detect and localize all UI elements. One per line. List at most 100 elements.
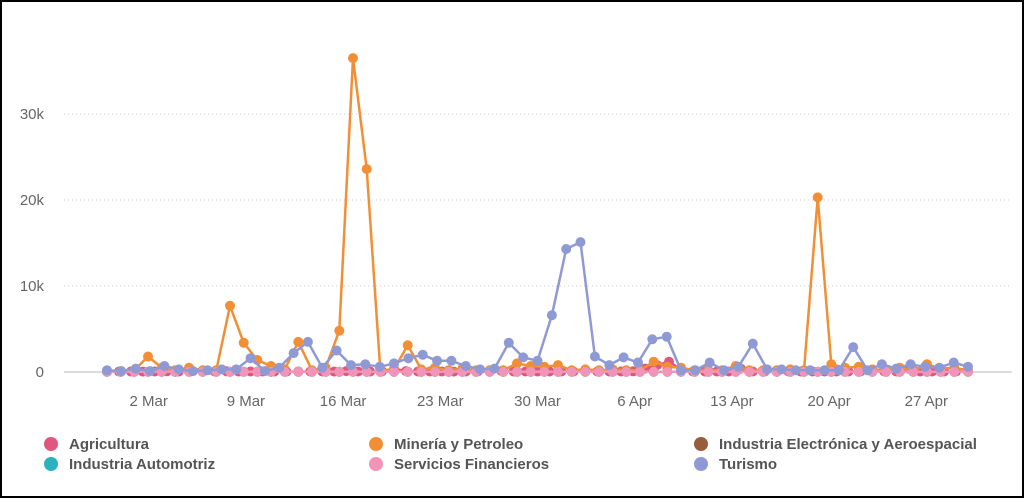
data-point [819,365,830,376]
data-point [417,349,428,360]
data-point [518,352,529,363]
series-turismo [102,237,973,377]
series-line [107,56,969,373]
data-point [703,366,714,377]
legend-label: Turismo [719,455,778,473]
axis-labels: 0 10k 20k 30k 2 Mar 9 Mar 16 Mar 23 Mar 30 Mar 6 … [20,106,948,410]
data-point [216,364,227,375]
data-point [747,338,758,349]
data-point [790,365,801,376]
data-point [621,366,632,377]
data-point [676,365,686,376]
legend-item[interactable]: Industria Electrónica y Aeroespacial [694,434,977,454]
data-point [245,353,256,364]
data-point [575,237,586,248]
data-point [812,192,823,203]
data-point [905,359,916,370]
legend-item[interactable]: Turismo [694,454,777,474]
data-point [293,366,304,377]
data-point [432,355,443,366]
legend-item[interactable]: Agricultura [44,434,149,454]
data-point [561,244,572,254]
data-point [274,362,285,373]
data-point [635,366,645,377]
data-point [475,364,486,375]
x-tick-label: 30 Mar [514,393,561,410]
x-tick-label: 6 Apr [617,393,652,410]
data-point [293,336,304,347]
data-point [594,366,604,377]
series-miner-a-y-petroleo [102,53,973,377]
data-point [539,366,550,377]
legend-item[interactable]: Servicios Financieros [369,454,549,474]
data-point [360,359,371,370]
data-point [348,53,358,64]
legend-label: Servicios Financieros [394,455,550,473]
y-tick-label: 20k [20,192,45,209]
data-point [776,364,787,375]
data-point [690,365,701,376]
data-point [525,366,536,377]
data-point [805,365,816,376]
data-point [648,366,659,377]
data-point [662,366,673,377]
data-point [848,342,859,353]
legend-label: Industria Electrónica y Aeroespacial [719,435,977,453]
data-point [446,355,457,366]
y-tick-label: 30k [20,106,45,123]
data-point [361,164,372,174]
data-point [826,359,837,370]
data-point [948,357,959,368]
data-point [443,366,454,377]
x-tick-label: 13 Apr [710,393,753,410]
legend-label: Agricultura [69,435,150,453]
data-point [833,365,844,376]
legend-marker [369,457,383,471]
data-point [546,310,557,321]
line-chart: 0 10k 20k 30k 2 Mar 9 Mar 16 Mar 23 Mar 30 Mar 6 … [20,53,1012,410]
x-tick-label: 20 Apr [807,393,850,410]
data-point [173,364,184,375]
data-point [647,334,658,345]
data-point [346,360,356,371]
data-point [891,363,902,374]
data-point [580,366,591,377]
data-point [231,364,242,375]
data-point [589,351,600,362]
data-point [618,352,629,363]
legend-item[interactable]: Minería y Petroleo [369,434,523,454]
legend-item[interactable]: Industria Automotriz [44,454,215,474]
data-point [188,366,199,377]
data-point [374,361,385,372]
data-point [512,366,522,377]
data-point [908,366,919,377]
data-point [145,366,156,377]
legend-label: Industria Automotriz [69,455,216,473]
data-point [159,361,170,371]
data-point [252,366,263,377]
data-point [225,300,235,311]
y-tick-label: 10k [20,278,45,295]
data-point [704,357,715,368]
data-point [143,351,153,362]
data-point [934,362,945,373]
x-tick-label: 27 Apr [905,393,948,410]
data-point [512,358,522,369]
data-point [202,365,213,376]
data-point [302,336,313,347]
data-point [102,365,112,376]
data-point [238,366,249,377]
data-point [733,361,744,372]
data-point [288,348,299,359]
data-point [719,365,730,376]
data-point [566,366,577,377]
data-point [130,363,141,374]
x-tick-label: 9 Mar [227,393,265,410]
data-point [460,361,471,371]
x-tick-label: 2 Mar [129,393,167,410]
legend-marker [369,437,383,451]
data-point [331,345,342,356]
legend-label: Minería y Petroleo [394,435,524,453]
data-point [881,366,891,377]
